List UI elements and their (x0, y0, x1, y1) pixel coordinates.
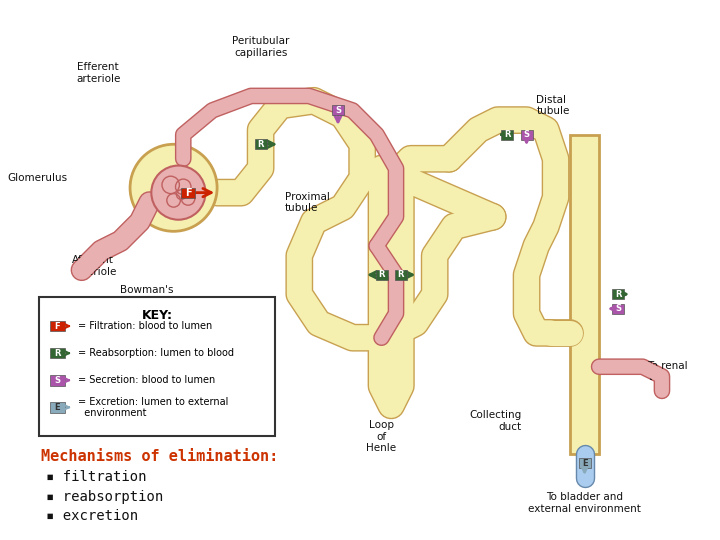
Text: Collecting
duct: Collecting duct (469, 410, 522, 432)
Text: R: R (397, 271, 404, 279)
Text: ▪ filtration: ▪ filtration (46, 470, 146, 484)
FancyBboxPatch shape (579, 458, 590, 469)
Text: Efferent
arteriole: Efferent arteriole (77, 62, 121, 84)
Text: Glomerulus: Glomerulus (7, 173, 67, 183)
Bar (570, 134, 599, 454)
Circle shape (130, 144, 217, 231)
Text: To renal
vein: To renal vein (647, 361, 688, 382)
FancyBboxPatch shape (39, 297, 275, 436)
Text: Mechanisms of elimination:: Mechanisms of elimination: (41, 449, 279, 464)
FancyBboxPatch shape (521, 130, 533, 140)
FancyBboxPatch shape (255, 139, 266, 149)
Text: Distal
tubule: Distal tubule (536, 95, 570, 117)
FancyBboxPatch shape (395, 270, 407, 280)
Text: Proximal
tubule: Proximal tubule (285, 192, 330, 213)
FancyBboxPatch shape (181, 187, 195, 198)
Circle shape (151, 166, 205, 220)
Text: S: S (335, 106, 341, 115)
Text: Bowman's
capsule: Bowman's capsule (120, 285, 174, 306)
Text: Loop
of
Henle: Loop of Henle (366, 420, 397, 453)
FancyBboxPatch shape (613, 289, 624, 299)
Text: S: S (55, 376, 60, 385)
FancyBboxPatch shape (50, 348, 65, 359)
FancyBboxPatch shape (50, 375, 65, 386)
FancyBboxPatch shape (376, 270, 387, 280)
Text: To bladder and
external environment: To bladder and external environment (528, 492, 641, 514)
Text: ▪ reabsorption: ▪ reabsorption (46, 490, 163, 503)
Text: S: S (616, 304, 621, 313)
Text: = Reabsorption: lumen to blood: = Reabsorption: lumen to blood (78, 348, 234, 358)
Text: ▪ excretion: ▪ excretion (46, 509, 138, 523)
Text: R: R (615, 289, 621, 299)
Text: R: R (504, 130, 510, 139)
FancyBboxPatch shape (50, 321, 65, 332)
Text: F: F (185, 187, 192, 198)
Text: R: R (54, 349, 60, 357)
Text: Afferent
arteriole: Afferent arteriole (72, 255, 117, 277)
Text: = Excretion: lumen to external
  environment: = Excretion: lumen to external environme… (78, 396, 228, 418)
FancyBboxPatch shape (501, 130, 513, 140)
FancyBboxPatch shape (613, 303, 624, 314)
Text: = Filtration: blood to lumen: = Filtration: blood to lumen (78, 321, 212, 331)
Text: Peritubular
capillaries: Peritubular capillaries (232, 36, 289, 58)
FancyBboxPatch shape (332, 105, 344, 116)
FancyBboxPatch shape (50, 402, 65, 413)
Text: E: E (55, 403, 60, 412)
Text: S: S (523, 130, 530, 139)
Text: = Secretion: blood to lumen: = Secretion: blood to lumen (78, 375, 215, 385)
Text: R: R (378, 271, 384, 279)
Text: F: F (55, 322, 60, 330)
Text: KEY:: KEY: (142, 309, 173, 322)
Text: R: R (257, 140, 264, 149)
Text: E: E (582, 459, 588, 468)
